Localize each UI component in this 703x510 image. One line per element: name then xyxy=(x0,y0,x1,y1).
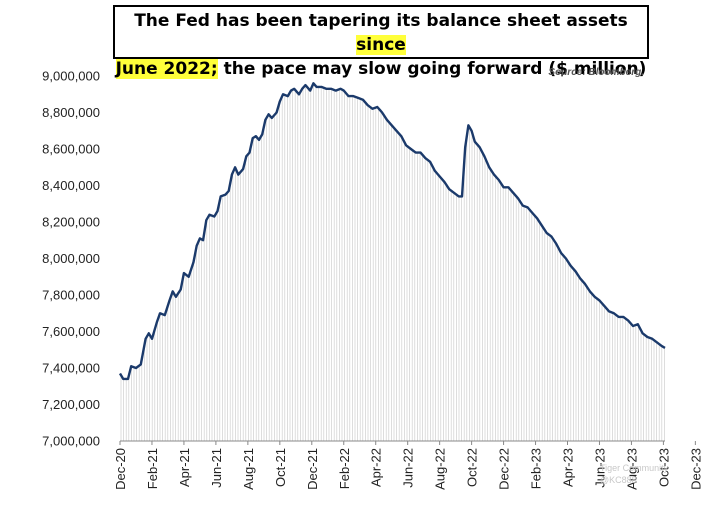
watermark-line-2: @KC888 xyxy=(600,475,637,485)
y-tick-label: 8,600,000 xyxy=(42,142,100,157)
x-tick-label: Apr-23 xyxy=(561,448,576,487)
watermark: Tiger Community @KC888 xyxy=(600,462,668,486)
y-tick-label: 8,000,000 xyxy=(42,251,100,266)
watermark-line-1: Tiger Community xyxy=(600,463,669,473)
x-tick-label: Jun-21 xyxy=(209,448,224,488)
y-tick-label: 8,400,000 xyxy=(42,178,100,193)
y-tick-label: 7,000,000 xyxy=(42,434,100,449)
x-tick-label: Apr-22 xyxy=(369,448,384,487)
y-tick-label: 8,800,000 xyxy=(42,105,100,120)
x-tick-label: Dec-22 xyxy=(497,448,512,490)
y-axis: 7,000,000 7,200,000 7,400,000 7,600,000 7,80… xyxy=(42,69,100,449)
x-tick-label: Dec-23 xyxy=(688,448,703,490)
title-highlight-1: since xyxy=(356,35,406,55)
x-tick-label: Aug-22 xyxy=(433,448,448,490)
source-note: Source: Bloomberg. xyxy=(548,67,644,78)
x-tick-label: Aug-23 xyxy=(624,448,639,490)
x-tick-label: Dec-20 xyxy=(113,448,128,490)
series-line xyxy=(118,82,666,381)
y-tick-label: 7,800,000 xyxy=(42,288,100,303)
x-tick-label: Oct-22 xyxy=(465,448,480,487)
title-highlight-2: June 2022; xyxy=(115,59,218,79)
y-tick-label: 8,200,000 xyxy=(42,215,100,230)
x-tick-label: Oct-23 xyxy=(656,448,671,487)
x-tick-label: Jun-23 xyxy=(592,448,607,488)
chart-title: The Fed has been tapering its balance sh… xyxy=(113,5,649,79)
y-tick-label: 7,200,000 xyxy=(42,397,100,412)
x-tick-label: Oct-21 xyxy=(273,448,288,487)
x-tick-label: Aug-21 xyxy=(241,448,256,490)
title-text-2: the pace may slow going forward ($ milli… xyxy=(217,59,647,79)
x-tick-label: Feb-22 xyxy=(337,448,352,489)
x-axis: Dec-20 Feb-21 Apr-21 Jun-21 Aug-21 Oct-21 Dec-… xyxy=(113,440,703,490)
x-tick-label: Dec-21 xyxy=(305,448,320,490)
area-hatch xyxy=(120,83,665,441)
x-tick-label: Feb-21 xyxy=(145,448,160,489)
x-tick-label: Feb-23 xyxy=(529,448,544,489)
title-text-1: The Fed has been tapering its balance sh… xyxy=(134,11,628,31)
y-tick-label: 9,000,000 xyxy=(42,69,100,84)
y-tick-label: 7,400,000 xyxy=(42,361,100,376)
x-tick-label: Apr-21 xyxy=(177,448,192,487)
y-tick-label: 7,600,000 xyxy=(42,324,100,339)
x-tick-label: Jun-22 xyxy=(401,448,416,488)
